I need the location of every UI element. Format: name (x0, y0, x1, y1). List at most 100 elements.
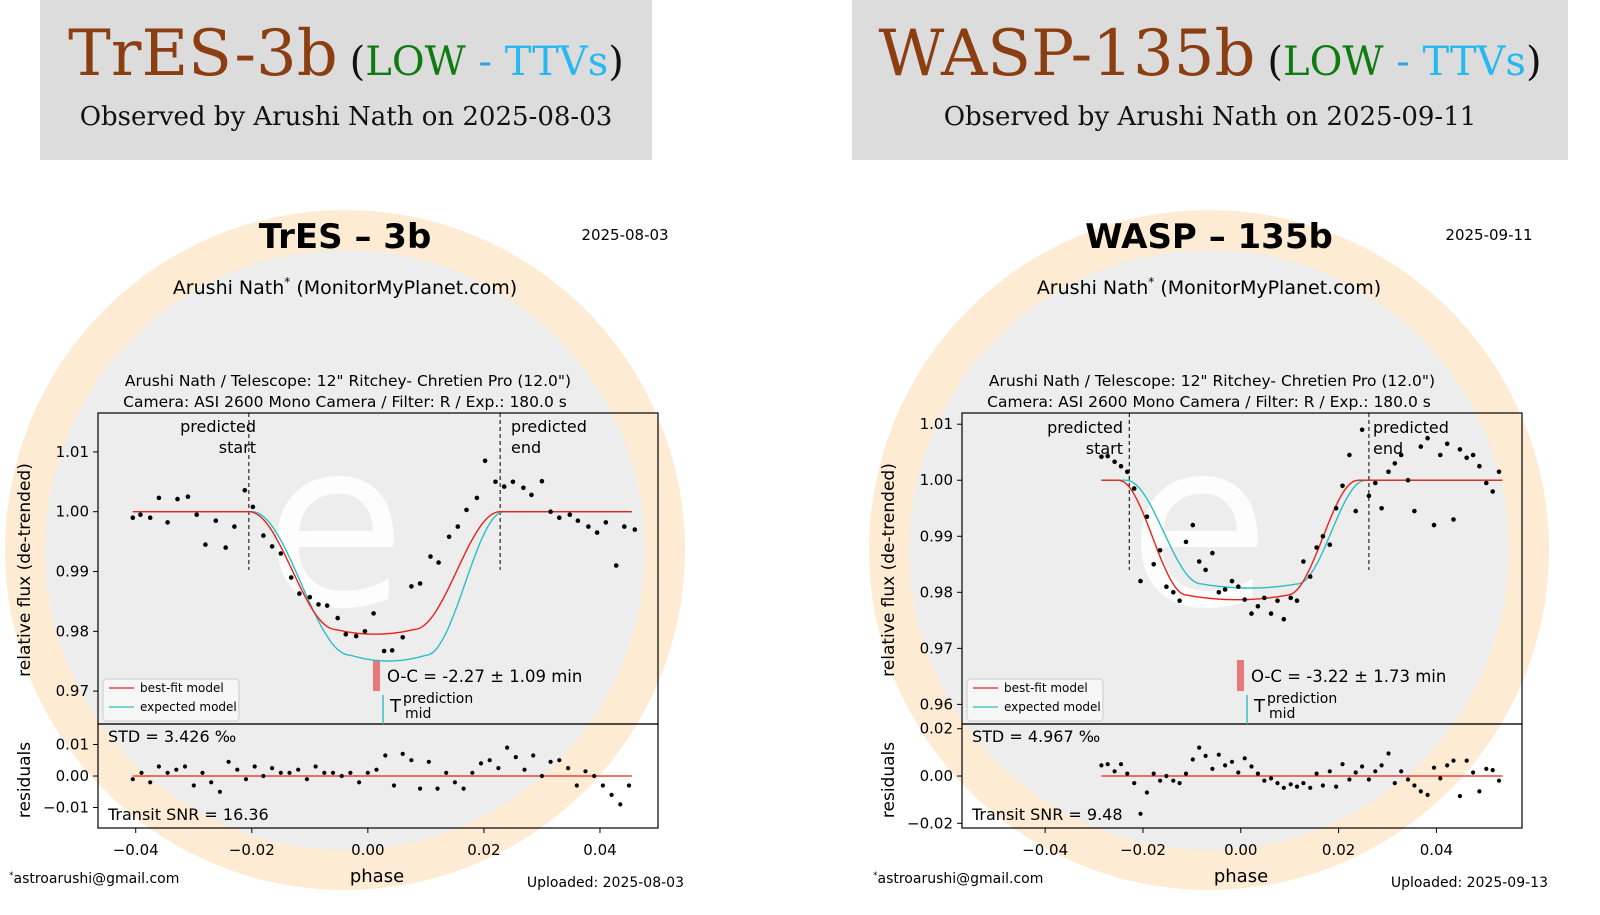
ttv-dash: - (465, 39, 505, 85)
flux-point (1431, 522, 1437, 528)
residual-point (478, 761, 484, 766)
residual-point (374, 767, 379, 772)
residual-point (383, 753, 388, 758)
tmid-sub: mid (405, 706, 431, 722)
residual-point (357, 780, 362, 785)
flux-point (464, 507, 469, 513)
legend-box (966, 678, 1104, 722)
open-paren: ( (349, 39, 366, 85)
flux-point (165, 520, 170, 525)
flux-point (493, 479, 498, 485)
residual-point (1490, 768, 1495, 773)
open-paren: ( (1267, 39, 1284, 85)
flux-point (371, 611, 376, 616)
flux-point (232, 524, 237, 529)
residual-point (1158, 778, 1163, 783)
residual-point (600, 783, 606, 788)
flux-point (1386, 469, 1391, 475)
residual-point (182, 764, 188, 769)
flux-point (130, 515, 136, 520)
flux-point (1112, 459, 1117, 465)
residual-point (1360, 764, 1365, 769)
residual-point (1144, 790, 1149, 795)
flux-point (409, 584, 414, 589)
residual-point (1164, 773, 1169, 779)
residual-point (1347, 777, 1352, 782)
xtick-label: −0.04 (1022, 841, 1068, 859)
residual-point (235, 767, 240, 772)
flux-point (400, 635, 406, 640)
flux-point (539, 478, 545, 484)
xtick-label: 0.02 (1322, 841, 1355, 859)
flux-point (613, 563, 619, 568)
residual-point (1197, 745, 1202, 750)
flux-point (1484, 480, 1489, 486)
oc-bar (1237, 660, 1244, 691)
residual-point (566, 766, 571, 771)
flux-point (1470, 452, 1476, 458)
residual-point (426, 759, 431, 764)
residual-point (1445, 763, 1450, 768)
flux-ytick-label: 0.96 (920, 695, 953, 713)
flux-point (586, 524, 591, 529)
flux-point (1496, 469, 1502, 475)
tmid-T: T (1253, 696, 1266, 717)
plot-title: WASP – 135b (1085, 217, 1333, 257)
residual-point (1216, 752, 1221, 757)
residual-point (1281, 785, 1286, 790)
xlabel-phase: phase (1214, 866, 1268, 887)
flux-point (1203, 567, 1208, 573)
residual-point (1132, 781, 1137, 786)
ttv-label: TTVs (504, 39, 609, 85)
planet-name: TrES-3b (68, 17, 338, 91)
flux-point (1359, 427, 1365, 433)
flux-point (1229, 578, 1235, 584)
residual-point (1099, 763, 1104, 768)
residual-point (1190, 757, 1195, 762)
flux-ytick-label: 0.97 (920, 639, 953, 657)
ylabel-flux: relative flux (de-trended) (15, 463, 35, 677)
ttv-label: TTVs (1422, 39, 1526, 85)
flux-point (1255, 604, 1261, 609)
residual-point (313, 764, 318, 769)
residual-point (1255, 771, 1260, 776)
residual-point (1471, 770, 1476, 775)
plot-date: 2025-09-11 (1445, 226, 1532, 244)
tmid-sup: prediction (1267, 691, 1337, 707)
residual-ytick-label: −0.02 (907, 814, 953, 832)
lightcurve-panel-right: e WASP – 135b 2025-09-11 Arushi Nath* (M… (864, 160, 1584, 915)
banner-left: TrES-3b (LOW - TTVs) Observed by Arushi N… (40, 0, 652, 160)
label-predicted-start-1: predicted (180, 417, 256, 436)
residual-point (1138, 811, 1143, 816)
ylabel-flux: relative flux (de-trended) (879, 463, 899, 677)
label-predicted-end-1: predicted (1373, 418, 1449, 437)
exoclock-watermark: e (1128, 393, 1270, 660)
residual-point (130, 777, 135, 782)
flux-point (175, 496, 180, 502)
residual-point (322, 770, 327, 775)
residual-point (200, 770, 205, 775)
label-predicted-start-1: predicted (1047, 418, 1123, 437)
legend-expected-label: expected model (1004, 700, 1101, 714)
flux-point (1301, 559, 1306, 564)
banner-right: WASP-135b (LOW - TTVs) Observed by Arushi… (852, 0, 1568, 160)
residual-point (156, 764, 161, 769)
close-paren: ) (608, 39, 624, 85)
residual-ytick-label: −0.01 (43, 799, 89, 817)
residual-point (583, 769, 588, 774)
flux-point (1190, 522, 1196, 528)
observed-by: Observed by Arushi Nath on 2025-09-11 (943, 102, 1477, 132)
observer-name: Arushi Nath (173, 277, 284, 299)
flux-point (1379, 506, 1384, 511)
residual-point (548, 759, 553, 764)
flux-point (1249, 611, 1254, 616)
flux-ytick-label: 1.01 (920, 415, 953, 433)
residual-point (400, 751, 405, 757)
flux-ytick-label: 0.97 (56, 682, 89, 700)
residual-point (1249, 764, 1254, 769)
residual-point (1484, 766, 1489, 772)
uploaded-date: Uploaded: 2025-08-03 (527, 875, 684, 891)
flux-point (1425, 435, 1430, 441)
residual-point (209, 780, 214, 785)
flux-ytick-label: 0.98 (920, 583, 953, 601)
